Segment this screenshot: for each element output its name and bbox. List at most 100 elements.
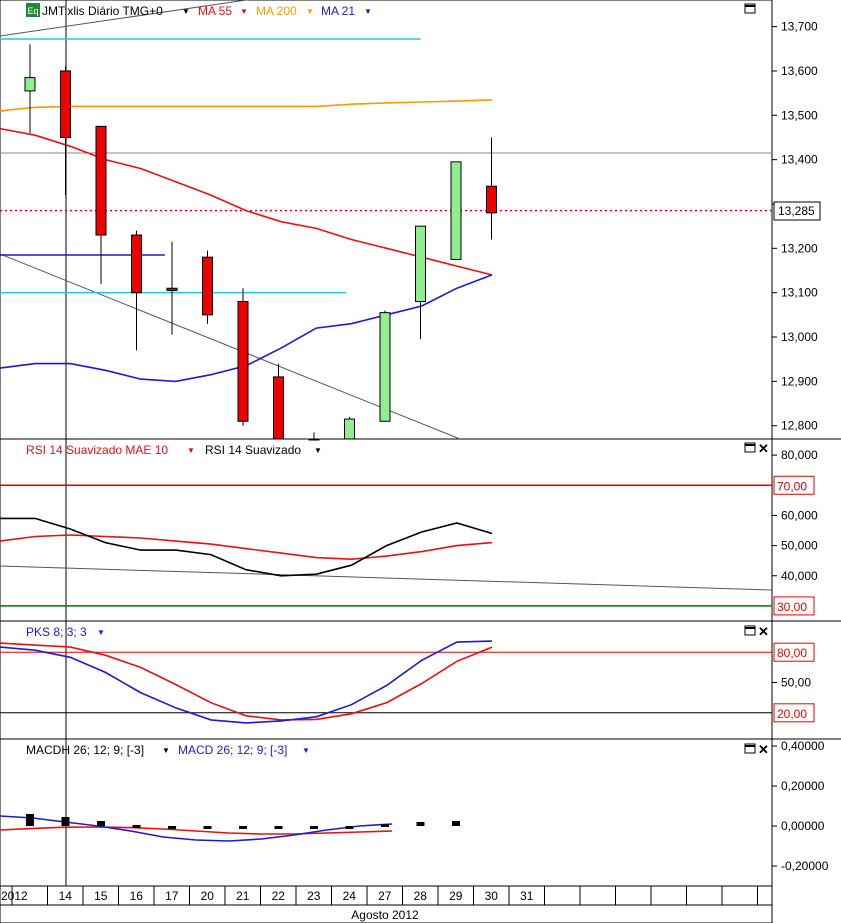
rsi-level-label-1: 30,00 bbox=[777, 600, 807, 614]
pks-label[interactable]: PKS 8; 3; 3 bbox=[26, 625, 87, 639]
rsi-tick-label-3: 40,000 bbox=[781, 569, 818, 583]
ma200-dropdown-icon[interactable]: ▼ bbox=[306, 7, 314, 16]
price-panel: 13,700 13,600 13,500 13,400 13,200 13,100 13,0… bbox=[0, 0, 821, 441]
candle-21 bbox=[237, 288, 249, 426]
price-tick-label-1: 13,600 bbox=[781, 64, 818, 78]
macdh-bar-9 bbox=[345, 826, 354, 829]
pks-d-line bbox=[0, 642, 493, 721]
price-legend: Eq JMT:xlis Diário TMG+0 ▼ MA 55 ▼ MA 20… bbox=[26, 3, 372, 18]
x-tick-label-14: 31 bbox=[520, 889, 534, 903]
x-tick-label-2: 15 bbox=[94, 889, 108, 903]
equity-badge-icon bbox=[26, 3, 40, 17]
candle-body-23 bbox=[308, 438, 320, 441]
candle-body-15 bbox=[95, 125, 107, 236]
candle-body-21 bbox=[237, 301, 249, 422]
macdh-dropdown-icon[interactable]: ▼ bbox=[162, 746, 170, 755]
x-tick-label-10: 27 bbox=[378, 889, 392, 903]
x-tick-label-6: 21 bbox=[236, 889, 250, 903]
ma21-dropdown-icon[interactable]: ▼ bbox=[364, 7, 372, 16]
macdh-bar-8 bbox=[310, 826, 318, 829]
pks-level-label-0: 80,00 bbox=[777, 646, 807, 660]
maximize-icon[interactable] bbox=[744, 3, 756, 14]
pks-panel: 50,00 80,00 20,00 PKS 8; 3; 3 ▼ ✕ bbox=[0, 624, 815, 724]
price-tick-label-6: 13,100 bbox=[781, 286, 818, 300]
macd-close-icon[interactable]: ✕ bbox=[758, 742, 769, 757]
rsi-mae-label[interactable]: RSI 14 Suavizado MAE 10 bbox=[26, 443, 168, 457]
x-tick-label-7: 22 bbox=[272, 889, 286, 903]
candle-27 bbox=[379, 310, 391, 422]
pks-close-icon[interactable]: ✕ bbox=[758, 624, 769, 639]
x-tick-label-3: 16 bbox=[130, 889, 144, 903]
macd-tick-label-1: 0,20000 bbox=[781, 779, 825, 793]
macdh-label[interactable]: MACDH 26; 12; 9; [-3] bbox=[26, 743, 144, 757]
rsi-level-label-0: 70,00 bbox=[777, 479, 807, 493]
rsi-trendline bbox=[0, 565, 773, 591]
x-tick-label-9: 24 bbox=[343, 889, 357, 903]
macd-label[interactable]: MACD 26; 12; 9; [-3] bbox=[178, 743, 287, 757]
macd-signal-line bbox=[0, 826, 393, 835]
macd-tick-label-0: 0,40000 bbox=[781, 739, 825, 753]
candle-body-28 bbox=[415, 225, 426, 303]
trendline-upper bbox=[0, 0, 250, 37]
symbol-dropdown-icon[interactable]: ▼ bbox=[182, 7, 190, 16]
ma55-label[interactable]: MA 55 bbox=[198, 4, 232, 18]
macdh-bar-3 bbox=[132, 825, 141, 828]
ma55-line bbox=[0, 127, 493, 276]
macdh-bar-11 bbox=[416, 822, 425, 826]
rsi-close-icon[interactable]: ✕ bbox=[758, 441, 769, 456]
macdh-bar-7 bbox=[274, 826, 283, 829]
x-tick-label-4: 17 bbox=[165, 889, 179, 903]
pks-level-label-1: 20,00 bbox=[777, 707, 807, 721]
candle-body-30 bbox=[486, 185, 497, 214]
candle-body-13 bbox=[24, 77, 36, 92]
x-tick-label-5: 20 bbox=[201, 889, 215, 903]
x-tick-label-11: 28 bbox=[414, 889, 428, 903]
pks-dropdown-icon[interactable]: ▼ bbox=[97, 628, 105, 637]
rsi-mae-dropdown-icon[interactable]: ▼ bbox=[187, 446, 195, 455]
last-price-label: 13,285 bbox=[778, 204, 815, 218]
ma200-label[interactable]: MA 200 bbox=[256, 4, 297, 18]
rsi-dropdown-icon[interactable]: ▼ bbox=[314, 446, 322, 455]
macdh-bar-0 bbox=[26, 814, 34, 826]
candle-28 bbox=[415, 225, 426, 340]
price-tick-label-3: 13,400 bbox=[781, 153, 818, 167]
rsi-level-tag-1 bbox=[773, 596, 815, 616]
candle-29 bbox=[450, 161, 462, 260]
candle-body-20 bbox=[202, 256, 213, 316]
macdh-bar-6 bbox=[239, 826, 247, 829]
ma21-label[interactable]: MA 21 bbox=[321, 4, 355, 18]
rsi-tick-label-0: 80,000 bbox=[781, 448, 818, 462]
x-axis: 2012 14 15 16 17 20 21 22 23 24 27 28 29 30 31 Agosto … bbox=[0, 885, 773, 923]
macd-maximize-icon[interactable] bbox=[744, 743, 756, 754]
symbol-label[interactable]: JMT:xlis Diário TMG+0 bbox=[42, 4, 163, 18]
equity-badge-label: Eq bbox=[27, 6, 38, 16]
rsi-level-tag-0 bbox=[773, 475, 815, 495]
candle-body-14 bbox=[60, 70, 71, 138]
macdh-bar-5 bbox=[203, 826, 212, 829]
rsi-panel: 80,000 60,000 50,000 40,000 70,00 30,00 RSI 1… bbox=[0, 441, 818, 616]
candle-22 bbox=[273, 363, 284, 440]
candle-30 bbox=[486, 137, 497, 240]
rsi-maximize-icon[interactable] bbox=[744, 442, 756, 453]
pks-k-line bbox=[0, 640, 493, 724]
price-tick-label-7: 13,000 bbox=[781, 330, 818, 344]
candle-20 bbox=[202, 250, 213, 324]
candle-body-27 bbox=[379, 312, 391, 422]
ma55-dropdown-icon[interactable]: ▼ bbox=[240, 7, 248, 16]
pks-maximize-icon[interactable] bbox=[744, 625, 756, 636]
rsi-label[interactable]: RSI 14 Suavizado bbox=[205, 443, 301, 457]
macdh-bar-4 bbox=[168, 826, 176, 829]
candle-15 bbox=[95, 125, 107, 284]
x-tick-label-13: 30 bbox=[485, 889, 499, 903]
x-tick-label-8: 23 bbox=[307, 889, 321, 903]
x-tick-label-12: 29 bbox=[449, 889, 463, 903]
macdh-bar-1 bbox=[61, 817, 70, 826]
macd-tick-label-2: 0,00000 bbox=[781, 819, 825, 833]
macd-dropdown-icon[interactable]: ▼ bbox=[302, 746, 310, 755]
candle-24 bbox=[344, 416, 355, 440]
macdh-bar-12 bbox=[452, 821, 460, 826]
price-tick-label-8: 12,900 bbox=[781, 374, 818, 388]
price-tick-label-9: 12,800 bbox=[781, 419, 818, 433]
macdh-bar-2 bbox=[97, 821, 105, 826]
